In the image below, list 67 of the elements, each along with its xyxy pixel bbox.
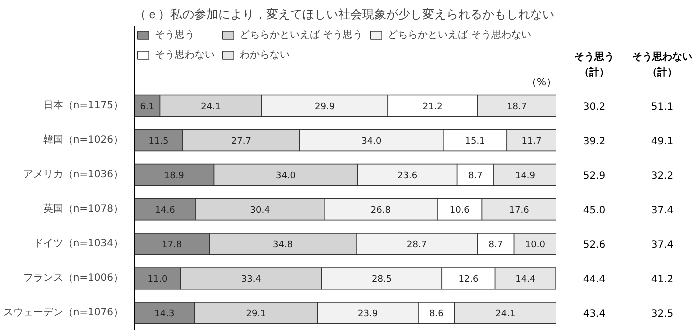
text: 37.4 <box>651 240 674 252</box>
y-tick-label: フランス（n=1006） <box>23 273 124 284</box>
data-label: 11.7 <box>522 137 542 147</box>
data-label: 11.0 <box>148 275 168 286</box>
legend-label: どちらかといえば そう思う <box>240 29 364 42</box>
data-label: 10.0 <box>525 240 546 251</box>
data-label: 14.4 <box>516 275 536 286</box>
legend-label: どちらかといえば そう思わない <box>388 29 532 42</box>
data-label: 26.8 <box>370 206 392 216</box>
text: 43.4 <box>583 309 606 320</box>
text: （%） <box>527 78 557 89</box>
data-label: 17.6 <box>509 206 530 216</box>
data-label: 14.9 <box>515 172 536 182</box>
data-label: 14.3 <box>154 310 175 320</box>
y-tick-label: スウェーデン（n=1076） <box>3 308 124 319</box>
legend-label: わからない <box>240 49 290 62</box>
y-tick-label: 韓国（n=1026） <box>43 134 124 146</box>
data-label: 12.6 <box>458 275 480 286</box>
y-tick-label: 英国（n=1078） <box>43 203 124 216</box>
text: 44.4 <box>583 274 606 286</box>
data-label: 14.6 <box>155 206 176 216</box>
y-tick-label: 日本（n=1175） <box>43 99 124 112</box>
data-label: 17.8 <box>162 240 182 251</box>
data-label: 15.1 <box>465 137 486 147</box>
text: 30.2 <box>583 102 606 113</box>
data-label: 6.1 <box>140 102 155 112</box>
text: 45.0 <box>583 206 606 217</box>
data-label: 10.6 <box>450 206 470 216</box>
y-tick-label: ドイツ（n=1034） <box>33 238 124 250</box>
text: 52.9 <box>583 171 606 182</box>
data-label: 21.2 <box>422 102 443 112</box>
data-label: 33.4 <box>241 275 262 286</box>
data-label: 29.1 <box>246 310 266 320</box>
text: 32.2 <box>651 171 674 182</box>
data-label: 23.9 <box>358 310 378 320</box>
data-label: 18.9 <box>164 172 185 182</box>
text: 39.2 <box>583 136 606 148</box>
chart-title: （ｅ）私の参加により，変えてほしい社会現象が少し変えられるかもしれない <box>134 8 554 22</box>
text: 52.6 <box>583 240 606 252</box>
data-label: 23.6 <box>398 172 418 182</box>
text: 32.5 <box>651 309 674 320</box>
data-label: 34.0 <box>362 137 382 147</box>
data-label: 18.7 <box>507 102 528 112</box>
text: 49.1 <box>651 136 674 148</box>
data-label: 8.7 <box>488 240 504 251</box>
text: そう思う <box>574 51 614 64</box>
data-label: 29.9 <box>315 102 336 112</box>
data-label: 11.5 <box>148 137 169 147</box>
data-label: 34.8 <box>273 240 294 251</box>
data-label: 24.1 <box>496 310 516 320</box>
text: 41.2 <box>651 274 674 286</box>
text: 37.4 <box>651 206 674 217</box>
text: そう思わない <box>632 51 692 64</box>
data-label: 24.1 <box>201 102 222 112</box>
data-label: 8.6 <box>429 310 444 320</box>
data-label: 27.7 <box>231 137 252 147</box>
text: （計） <box>648 66 678 79</box>
data-label: 34.0 <box>276 172 296 182</box>
data-label: 30.4 <box>250 206 271 216</box>
data-label: 28.7 <box>407 240 428 251</box>
data-label: 28.5 <box>372 275 392 286</box>
text: （計） <box>580 66 610 79</box>
text: 51.1 <box>651 102 674 113</box>
data-label: 8.7 <box>468 172 483 182</box>
legend-label: そう思わない <box>155 49 215 62</box>
legend-label: そう思う <box>155 29 195 42</box>
y-tick-label: アメリカ（n=1036） <box>23 170 124 181</box>
